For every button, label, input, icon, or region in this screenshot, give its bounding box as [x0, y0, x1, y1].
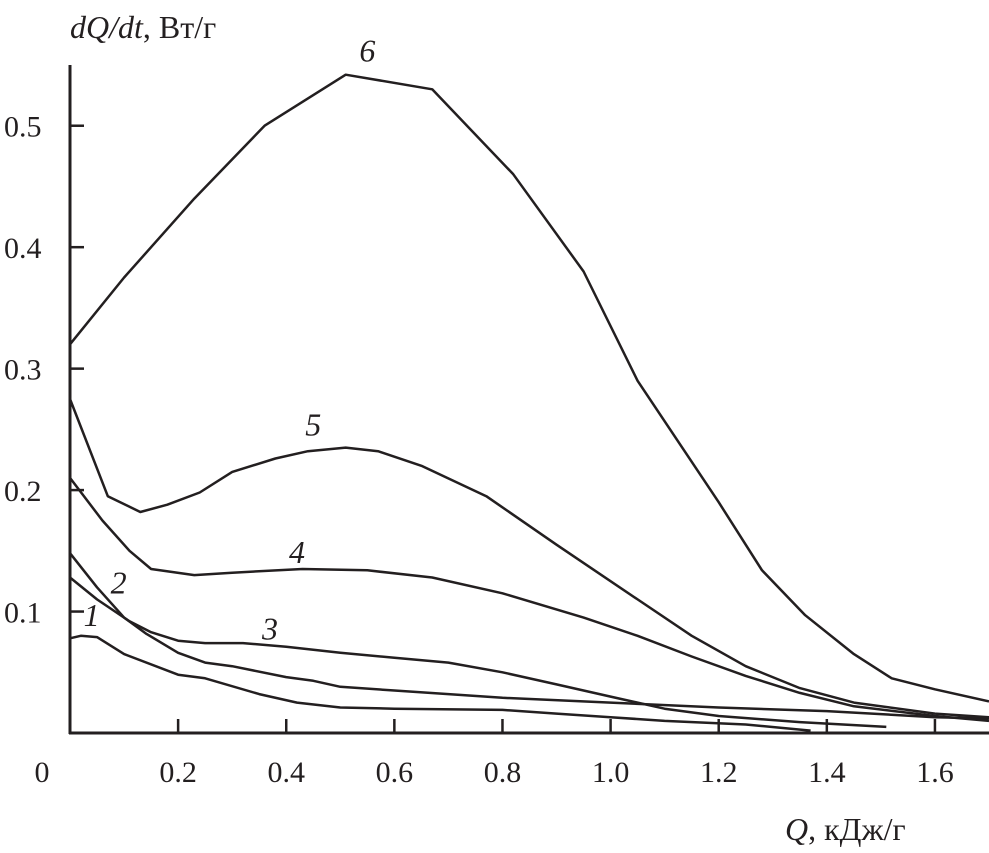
x-axis-title-unit: , кДж/г	[808, 811, 906, 847]
y-tick-label: 0.4	[4, 232, 42, 265]
x-tick-label: 1.0	[592, 756, 630, 789]
curve-label-6: 6	[359, 32, 375, 68]
x-tick-label: 0.6	[376, 756, 414, 789]
curve-1	[69, 634, 811, 732]
x-axis-title: Q, кДж/г	[785, 811, 906, 847]
curve-label-4: 4	[289, 534, 305, 570]
x-tick-label: 1.6	[916, 756, 954, 789]
curves	[68, 73, 989, 732]
curve-6	[69, 73, 989, 703]
curve-label-2: 2	[111, 564, 127, 600]
y-axis-title: dQ/dt, Вт/г	[70, 9, 216, 45]
axes: 0 0.2 0.4 0.6 0.8 1.0 1.2 1.4 1.6 0.1 0.2 0.3 0.4 0.5	[4, 65, 989, 789]
x-tick-label: 1.4	[808, 756, 846, 789]
curve-label-1: 1	[84, 597, 100, 633]
x-tick-label: 0.4	[267, 756, 305, 789]
x-tick-label: 0.8	[484, 756, 522, 789]
curve-labels: 12 3 4 5 6	[84, 32, 376, 646]
y-tick-label: 0.5	[4, 111, 42, 144]
curve-3	[69, 576, 887, 729]
x-tick-label: 1.2	[700, 756, 738, 789]
y-axis-title-symbol: dQ/dt	[70, 9, 144, 45]
y-tick-label: 0.3	[4, 354, 42, 387]
x-tick-label: 0.2	[159, 756, 197, 789]
y-axis-title-unit: , Вт/г	[143, 9, 216, 45]
y-tick-label: 0.1	[4, 597, 42, 630]
curve-2	[69, 552, 989, 720]
x-tick-label: 0	[35, 756, 50, 789]
curve-label-5: 5	[305, 406, 321, 442]
curve-4	[69, 477, 989, 723]
y-tick-label: 0.2	[4, 475, 42, 508]
x-axis-title-symbol: Q	[785, 811, 808, 847]
curve-5	[68, 398, 989, 719]
curve-label-3: 3	[261, 610, 278, 646]
